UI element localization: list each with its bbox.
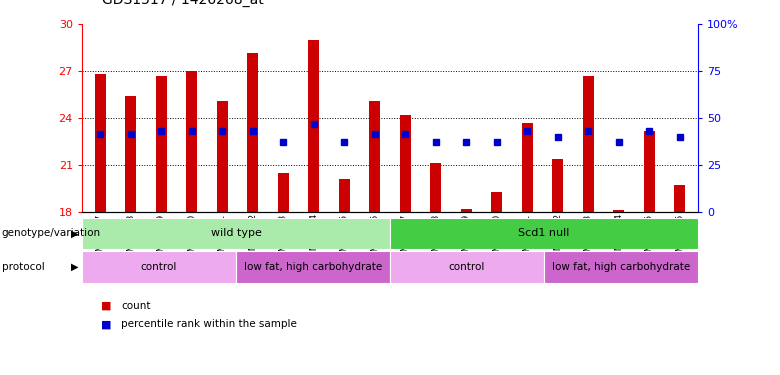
Bar — [552, 159, 563, 212]
Bar — [339, 179, 349, 212]
Text: ▶: ▶ — [70, 262, 78, 272]
Bar — [431, 164, 441, 212]
Text: percentile rank within the sample: percentile rank within the sample — [121, 320, 296, 329]
Bar — [522, 123, 533, 212]
Bar — [390, 251, 544, 283]
Bar — [186, 71, 197, 212]
Bar — [82, 217, 390, 249]
Text: genotype/variation: genotype/variation — [2, 228, 101, 238]
Text: Scd1 null: Scd1 null — [519, 228, 569, 238]
Bar — [82, 251, 236, 283]
Bar — [370, 101, 380, 212]
Bar — [644, 130, 654, 212]
Text: ▶: ▶ — [70, 228, 78, 238]
Bar — [544, 251, 698, 283]
Bar — [390, 217, 698, 249]
Bar — [217, 101, 228, 212]
Text: control: control — [448, 262, 485, 272]
Bar — [247, 53, 258, 212]
Text: wild type: wild type — [211, 228, 261, 238]
Bar — [278, 173, 289, 212]
Text: count: count — [121, 301, 151, 310]
Bar — [95, 74, 105, 212]
Text: GDS1517 / 1426268_at: GDS1517 / 1426268_at — [102, 0, 264, 8]
Text: control: control — [140, 262, 177, 272]
Bar — [236, 251, 390, 283]
Text: ■: ■ — [101, 320, 112, 329]
Bar — [461, 209, 472, 212]
Bar — [400, 115, 410, 212]
Bar — [308, 40, 319, 212]
Bar — [675, 185, 685, 212]
Bar — [583, 76, 594, 212]
Bar — [156, 76, 167, 212]
Bar — [613, 210, 624, 212]
Text: ■: ■ — [101, 301, 112, 310]
Text: low fat, high carbohydrate: low fat, high carbohydrate — [244, 262, 382, 272]
Bar — [126, 96, 136, 212]
Text: low fat, high carbohydrate: low fat, high carbohydrate — [552, 262, 690, 272]
Text: protocol: protocol — [2, 262, 44, 272]
Bar — [491, 192, 502, 212]
